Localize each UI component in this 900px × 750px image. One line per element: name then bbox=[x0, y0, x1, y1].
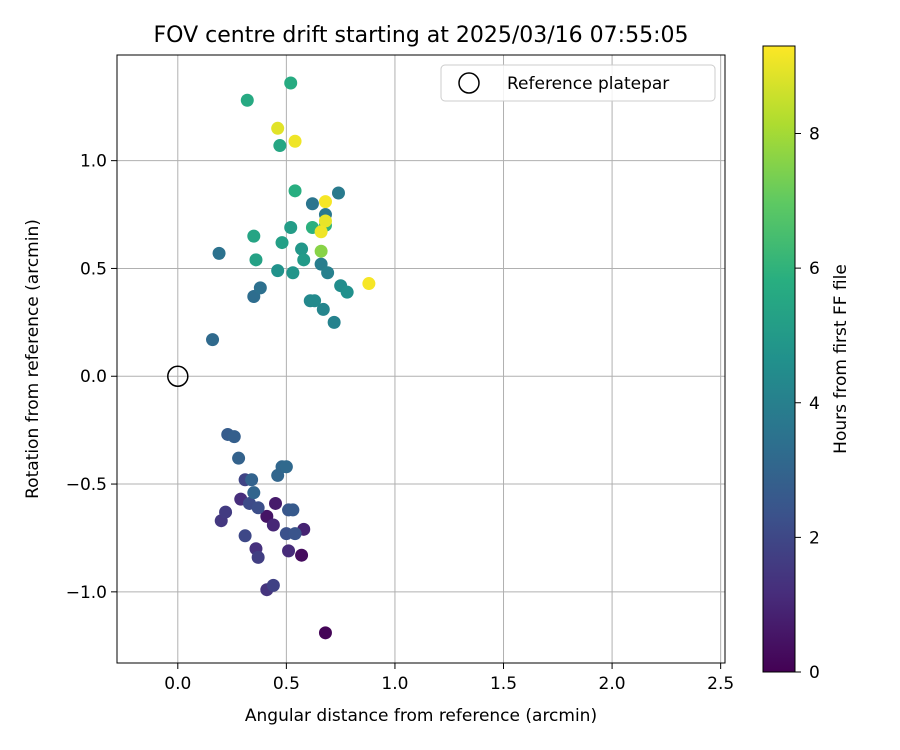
x-tick-label: 1.0 bbox=[381, 674, 408, 694]
data-point bbox=[331, 186, 345, 200]
data-point bbox=[316, 302, 330, 316]
data-point bbox=[286, 503, 300, 517]
y-tick-label: −1.0 bbox=[66, 583, 107, 603]
data-point bbox=[227, 430, 241, 444]
y-axis-label: Rotation from reference (arcmin) bbox=[23, 219, 43, 499]
data-point bbox=[275, 236, 289, 250]
data-point bbox=[318, 195, 332, 209]
colorbar-tick-label: 0 bbox=[809, 663, 820, 683]
y-tick-label: 0.5 bbox=[80, 259, 107, 279]
data-point bbox=[318, 214, 332, 228]
y-tick-label: −0.5 bbox=[66, 475, 107, 495]
data-point bbox=[305, 197, 319, 211]
data-point bbox=[269, 496, 283, 510]
data-point bbox=[240, 93, 254, 107]
x-tick-label: 0.0 bbox=[164, 674, 191, 694]
plot-frame bbox=[116, 54, 726, 664]
data-point bbox=[318, 626, 332, 640]
y-tick-label: 1.0 bbox=[80, 152, 107, 172]
colorbar-gradient bbox=[762, 45, 796, 673]
data-point bbox=[273, 139, 287, 153]
legend-entry-reference: Reference platepar bbox=[507, 74, 669, 94]
x-tick-label: 2.5 bbox=[707, 674, 734, 694]
data-point bbox=[286, 266, 300, 280]
data-point bbox=[238, 529, 252, 543]
x-tick-label: 1.5 bbox=[490, 674, 517, 694]
data-point bbox=[314, 225, 328, 239]
x-tick-label: 2.0 bbox=[599, 674, 626, 694]
data-point bbox=[340, 285, 354, 299]
data-point bbox=[288, 184, 302, 198]
legend-reference-icon bbox=[458, 72, 480, 94]
data-point bbox=[212, 246, 226, 260]
x-axis-label: Angular distance from reference (arcmin) bbox=[245, 706, 597, 726]
colorbar-tick-label: 2 bbox=[809, 528, 820, 548]
colorbar-tick-label: 6 bbox=[809, 259, 820, 279]
data-point bbox=[271, 121, 285, 135]
data-point bbox=[314, 244, 328, 258]
data-point bbox=[247, 486, 261, 500]
colorbar-tick-label: 4 bbox=[809, 394, 820, 414]
legend-box bbox=[440, 64, 716, 102]
data-point bbox=[279, 460, 293, 474]
colorbar-tick-label: 8 bbox=[809, 125, 820, 145]
data-point bbox=[247, 229, 261, 243]
data-point bbox=[321, 266, 335, 280]
data-point bbox=[282, 544, 296, 558]
data-points bbox=[206, 76, 376, 640]
data-point bbox=[219, 505, 233, 519]
data-point bbox=[327, 315, 341, 329]
data-point bbox=[297, 253, 311, 267]
data-point bbox=[284, 220, 298, 234]
reference-platepar-marker bbox=[167, 365, 189, 387]
reference-marker-layer bbox=[167, 365, 189, 387]
legend: Reference platepar bbox=[440, 64, 716, 102]
data-point bbox=[308, 294, 322, 308]
colorbar: 0 2 4 6 8 Hours from first FF file bbox=[762, 45, 851, 683]
data-point bbox=[271, 264, 285, 278]
y-tick-label: 0.0 bbox=[80, 367, 107, 387]
data-point bbox=[266, 518, 280, 532]
data-point bbox=[251, 550, 265, 564]
data-point bbox=[295, 242, 309, 256]
y-axis-ticks: −1.0 −0.5 0.0 0.5 1.0 bbox=[66, 152, 117, 603]
data-point bbox=[295, 548, 309, 562]
data-point bbox=[288, 134, 302, 148]
data-point bbox=[251, 501, 265, 515]
data-point bbox=[253, 281, 267, 295]
data-point bbox=[284, 76, 298, 90]
data-point bbox=[249, 253, 263, 267]
data-point bbox=[232, 451, 246, 465]
colorbar-label: Hours from first FF file bbox=[831, 264, 851, 454]
grid-lines bbox=[117, 55, 725, 663]
data-point bbox=[266, 578, 280, 592]
colorbar-ticks: 0 2 4 6 8 bbox=[795, 125, 820, 683]
x-axis-ticks: 0.0 0.5 1.0 1.5 2.0 2.5 bbox=[164, 663, 734, 694]
data-point bbox=[288, 527, 302, 541]
data-point bbox=[206, 333, 220, 347]
data-point bbox=[245, 473, 259, 487]
chart-title: FOV centre drift starting at 2025/03/16 … bbox=[154, 23, 689, 48]
data-point bbox=[362, 277, 376, 291]
x-tick-label: 0.5 bbox=[273, 674, 300, 694]
